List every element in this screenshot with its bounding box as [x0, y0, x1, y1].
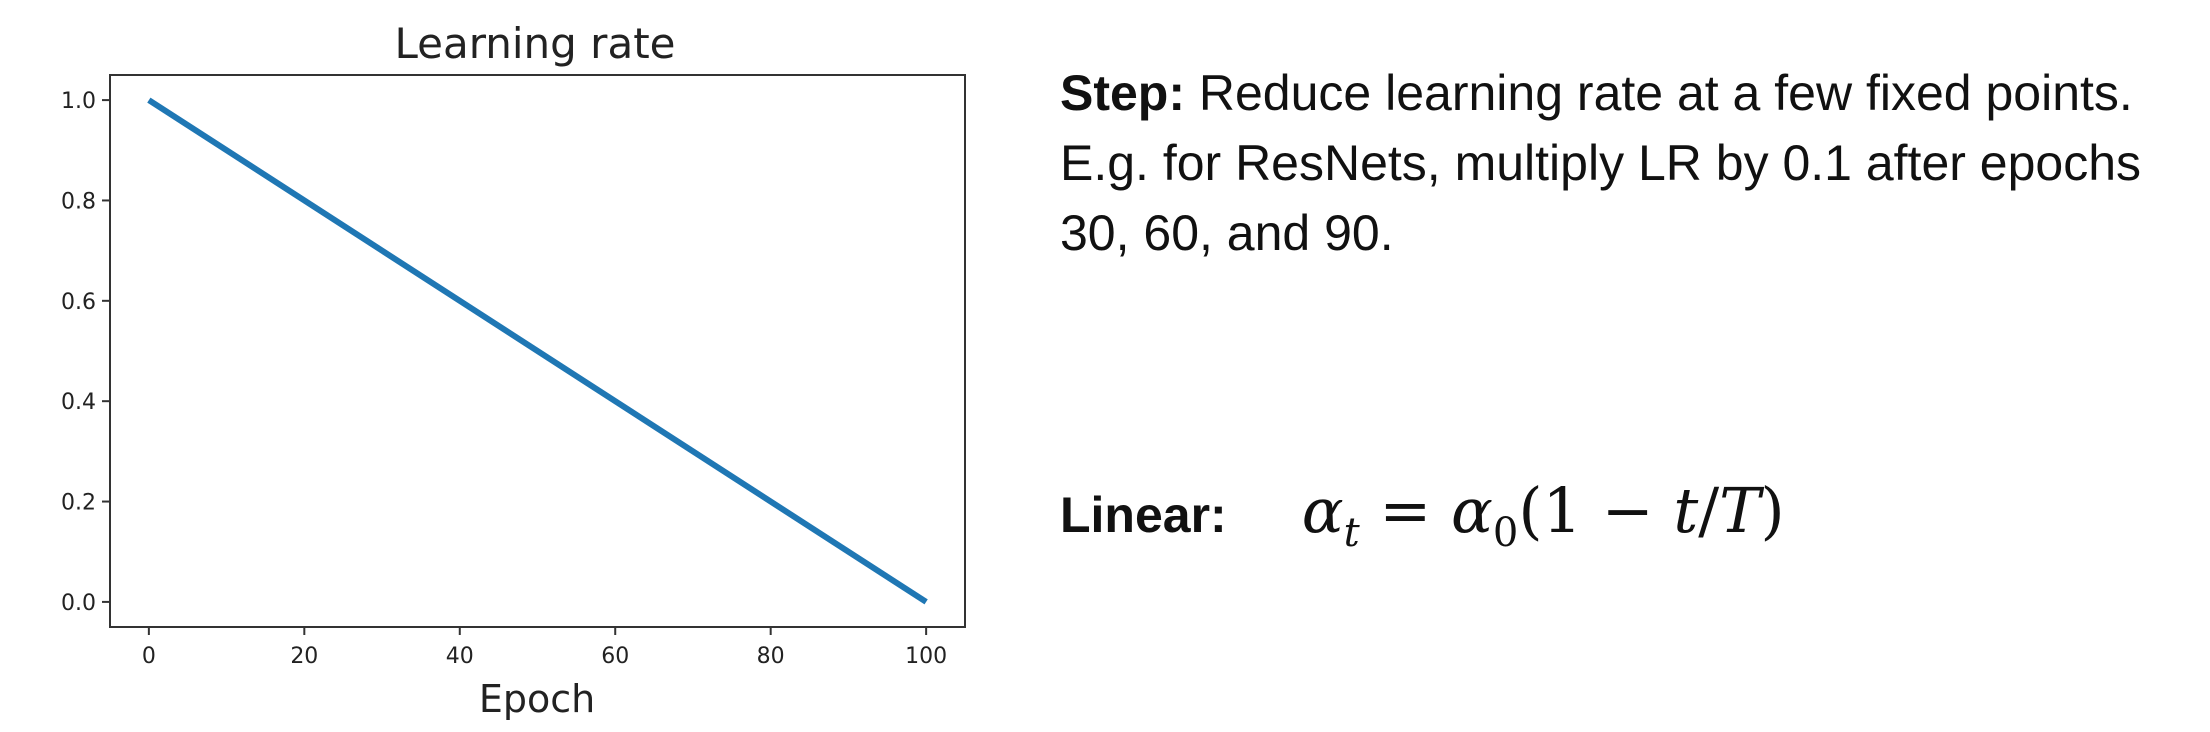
y-axis: 0.0 0.2 0.4 0.6 0.8 1.0	[61, 89, 110, 616]
y-tick-label: 1.0	[61, 89, 96, 114]
linear-formula-row: Linear: αt = α0(1 − t/T)	[1060, 470, 1785, 560]
y-tick-label: 0.4	[61, 390, 96, 415]
x-tick-label: 80	[757, 644, 785, 669]
x-tick-label: 60	[601, 644, 629, 669]
chart-title: Learning rate	[395, 19, 676, 68]
formula-alpha-0: α	[1451, 474, 1493, 547]
x-axis: 0 20 40 60 80 100	[142, 627, 947, 669]
formula-slash: /	[1698, 474, 1720, 547]
y-tick-label: 0.2	[61, 491, 96, 516]
step-label: Step:	[1060, 65, 1185, 121]
step-text: Reduce learning rate at a few fixed poin…	[1060, 65, 2142, 261]
linear-label: Linear:	[1060, 487, 1227, 543]
x-tick-label: 100	[905, 644, 947, 669]
formula-t: t	[1673, 474, 1699, 547]
y-tick-label: 0.6	[61, 290, 96, 315]
y-tick-label: 0.0	[61, 591, 96, 616]
formula-close: )	[1760, 474, 1785, 547]
formula-T: T	[1719, 474, 1761, 547]
x-tick-label: 40	[446, 644, 474, 669]
series-layer	[147, 97, 928, 605]
formula-rhs: (1 −	[1518, 474, 1674, 547]
x-tick-label: 20	[290, 644, 318, 669]
formula-sub-t: t	[1343, 510, 1360, 556]
step-description: Step: Reduce learning rate at a few fixe…	[1060, 58, 2180, 268]
y-tick-label: 0.8	[61, 189, 96, 214]
x-axis-label: Epoch	[479, 677, 595, 721]
x-tick-label: 0	[142, 644, 156, 669]
series-line	[147, 97, 928, 605]
learning-rate-chart: Learning rate 0 20 40 60 80 100 0.00.20.40.60…	[61, 19, 966, 721]
plot-frame	[109, 74, 966, 628]
formula-sub-0: 0	[1492, 510, 1519, 556]
formula-equals: =	[1359, 474, 1452, 547]
linear-formula: αt = α0(1 − t/T)	[1302, 474, 1785, 556]
formula-alpha: α	[1301, 474, 1344, 547]
